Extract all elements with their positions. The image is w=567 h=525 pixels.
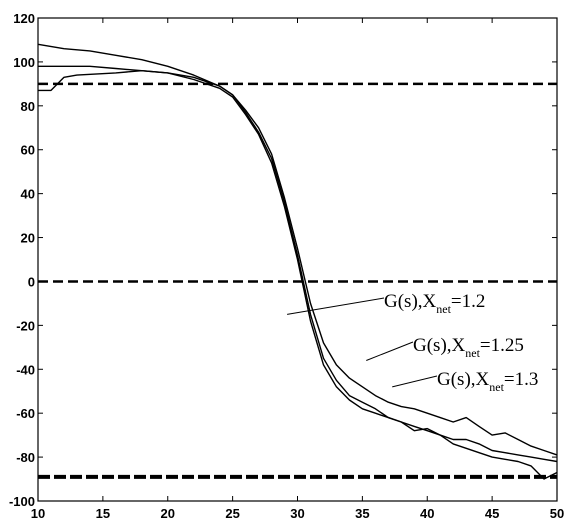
x-tick-label: 10 bbox=[31, 506, 45, 521]
series-lines bbox=[37, 43, 558, 480]
series-line bbox=[38, 65, 558, 463]
y-tick-label: 120 bbox=[13, 11, 35, 26]
series-line bbox=[37, 43, 558, 456]
y-tick-label: 0 bbox=[28, 274, 35, 289]
annotation-label: G(s),Xnet=1.3 bbox=[437, 369, 538, 394]
y-tick-label: -60 bbox=[16, 406, 35, 421]
annotation-label: G(s),Xnet=1.25 bbox=[413, 335, 524, 360]
x-tick-label: 25 bbox=[225, 506, 239, 521]
annotation-leaders bbox=[287, 297, 438, 388]
x-tick-label: 30 bbox=[290, 506, 304, 521]
y-tick-label: 80 bbox=[21, 99, 35, 114]
y-tick-label: 40 bbox=[21, 187, 35, 202]
reference-lines bbox=[38, 82, 557, 479]
annotation-label: G(s),Xnet=1.2 bbox=[384, 291, 485, 316]
x-tick-label: 40 bbox=[420, 506, 434, 521]
y-axis: -100 -80 -60 -40 -20 0 20 40 60 80 100 120 bbox=[9, 11, 557, 509]
y-tick-label: 20 bbox=[21, 231, 35, 246]
x-tick-label: 20 bbox=[161, 506, 175, 521]
y-tick-label: -40 bbox=[16, 362, 35, 377]
y-tick-label: 100 bbox=[13, 55, 35, 70]
y-tick-label: -100 bbox=[9, 494, 35, 509]
y-tick-label: -80 bbox=[16, 450, 35, 465]
annotation-leader-line bbox=[366, 341, 414, 361]
x-tick-label: 45 bbox=[485, 506, 499, 521]
series-line bbox=[38, 69, 558, 480]
x-tick-label: 50 bbox=[550, 506, 564, 521]
y-tick-label: 60 bbox=[21, 143, 35, 158]
x-tick-label: 35 bbox=[355, 506, 369, 521]
annotation-leader-line bbox=[392, 375, 438, 388]
y-tick-label: -20 bbox=[16, 318, 35, 333]
x-tick-label: 15 bbox=[96, 506, 110, 521]
x-axis: 10 15 20 25 30 35 40 45 50 bbox=[31, 18, 564, 521]
annotation-leader-line bbox=[287, 297, 385, 315]
